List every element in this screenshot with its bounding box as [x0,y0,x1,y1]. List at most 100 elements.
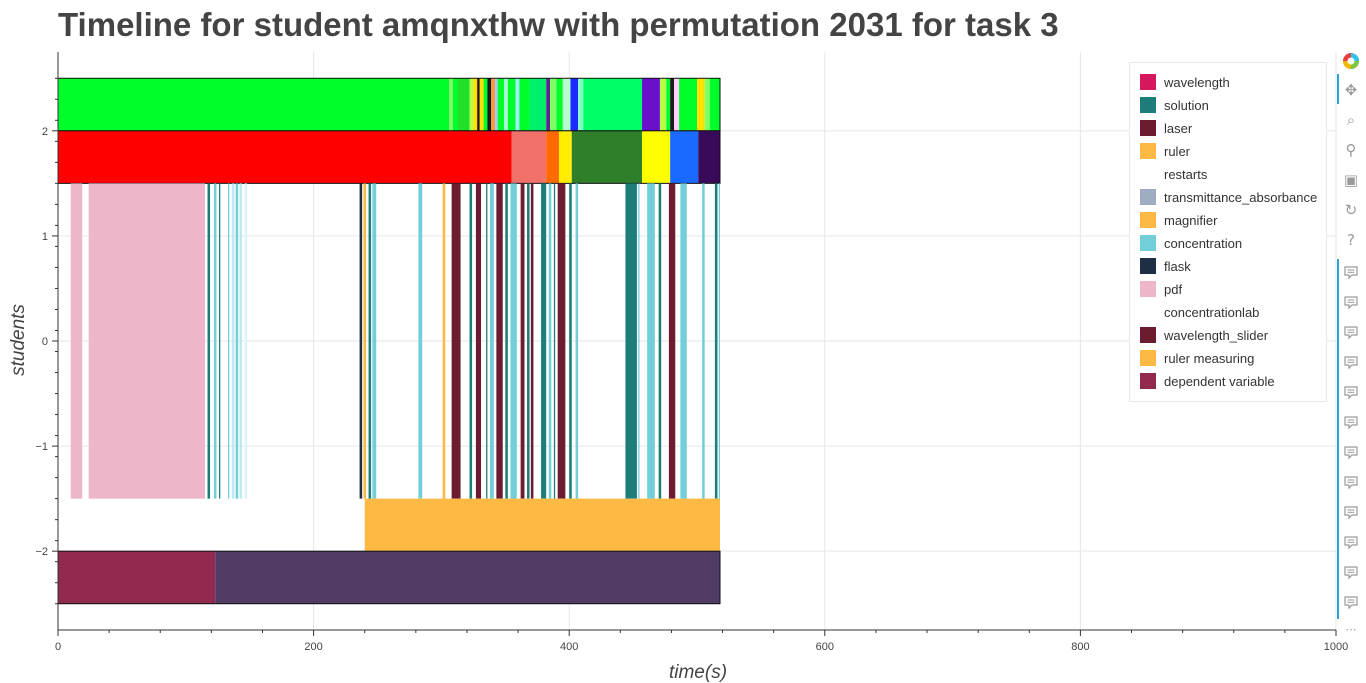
timeline-segment-r0-13 [504,78,508,131]
legend-swatch [1140,212,1156,228]
timeline-segment-r2-4 [219,183,221,499]
legend-item-concentration[interactable]: concentration [1140,233,1242,253]
hover-tool-icon[interactable] [1340,262,1362,284]
timeline-segment-r4-1 [215,551,721,604]
legend-swatch [1140,327,1156,343]
timeline-segment-r2-30 [557,183,566,499]
timeline-segment-r2-18 [475,183,482,499]
timeline-segment-r2-22 [505,183,508,499]
legend-label: restarts [1164,166,1208,182]
legend-item-pdf[interactable]: pdf [1140,279,1182,299]
legend-item-ruler[interactable]: ruler [1140,141,1190,161]
timeline-segment-r2-10 [359,183,363,499]
timeline-segment-r1-0 [58,130,512,184]
hover-tool-icon[interactable] [1340,592,1362,614]
timeline-segment-r2-2 [207,183,211,499]
chart-title: Timeline for student amqnxthw with permu… [58,6,1059,43]
legend-label: magnifier [1164,212,1218,228]
hover-tool-icon[interactable] [1340,562,1362,584]
legend-item-wavelength-slider[interactable]: wavelength_slider [1140,325,1268,345]
legend-swatch [1140,74,1156,90]
legend-item-restarts[interactable]: restarts [1140,164,1207,184]
timeline-segment-r0-30 [679,78,697,131]
box-zoom-icon[interactable]: ⌕ [1346,111,1356,129]
legend-item-ruler-measuring[interactable]: ruler measuring [1140,348,1254,368]
legend-label: pdf [1164,281,1183,297]
x-tick-label-2: 400 [560,641,578,653]
pan-icon[interactable]: ✥ [1344,81,1358,99]
y-tick-label-1: −1 [35,441,48,453]
bokeh-logo-icon[interactable] [1340,50,1362,72]
timeline-segment-r2-37 [668,183,676,499]
timeline-segment-r2-27 [541,183,547,499]
legend-label: ruler measuring [1164,350,1255,366]
timeline-segment-r2-34 [638,183,640,499]
legend-item-solution[interactable]: solution [1140,95,1209,115]
timeline-segment-r2-24 [520,183,525,499]
help-icon[interactable]: ? [1347,231,1355,249]
legend-label: transmittance_absorbance [1164,189,1318,205]
hover-tool-icon[interactable] [1340,502,1362,524]
reset-icon[interactable]: ↻ [1344,201,1358,219]
y-tick-label-3: 1 [42,231,48,243]
hover-tool-icon[interactable] [1340,292,1362,314]
legend-item-flask[interactable]: flask [1140,256,1191,276]
legend-item-wavelength[interactable]: wavelength [1140,72,1230,92]
hover-tool-icon[interactable] [1340,442,1362,464]
timeline-segment-r0-10 [491,78,496,131]
legend-label: concentrationlab [1164,304,1260,320]
timeline-segment-r2-41 [718,183,721,499]
timeline-segment-r0-0 [58,78,450,131]
timeline-segment-r2-6 [231,183,235,499]
legend-item-dependent-variable[interactable]: dependent variable [1140,371,1275,391]
more-tools-icon[interactable]: ⋯ [1345,622,1357,636]
timeline-segment-r0-31 [697,78,705,131]
timeline-segment-r2-7 [235,183,239,499]
legend-swatch [1140,373,1156,389]
timeline-segment-r1-3 [558,130,572,184]
timeline-segment-r1-1 [511,130,547,184]
timeline-segment-r2-15 [442,183,446,499]
timeline-segment-r0-20 [556,78,563,131]
timeline-segment-r0-26 [659,78,667,131]
legend-swatch [1140,350,1156,366]
legend-swatch [1140,304,1156,320]
hover-tool-icon[interactable] [1340,382,1362,404]
timeline-segment-r2-23 [510,183,517,499]
wheel-zoom-icon[interactable]: ⚲ [1345,141,1357,159]
timeline-segment-r0-28 [670,78,674,131]
timeline-segment-r2-12 [368,183,372,499]
timeline-segment-r0-18 [546,78,551,131]
timeline-segment-r2-35 [647,183,655,499]
timeline-segment-r2-38 [680,183,687,499]
legend-item-magnifier[interactable]: magnifier [1140,210,1217,230]
x-tick-label-1: 200 [304,641,322,653]
legend-item-laser[interactable]: laser [1140,118,1192,138]
y-axis-label: students [8,304,29,376]
hover-tool-icon[interactable] [1340,322,1362,344]
timeline-segment-r0-17 [529,78,547,131]
timeline-segment-r2-11 [363,183,366,499]
legend-item-concentrationlab[interactable]: concentrationlab [1140,302,1259,322]
timeline-segment-r0-25 [642,78,660,131]
legend-label: laser [1164,120,1193,136]
hover-tool-icon[interactable] [1340,472,1362,494]
timeline-segment-r0-2 [452,78,459,131]
toolbar: ✥ ⌕ ⚲ ▣ ↻? ⋯ [1336,44,1366,683]
timeline-segment-r1-5 [642,130,671,184]
legend-label: dependent variable [1164,373,1275,389]
legend-swatch [1140,258,1156,274]
legend-item-transmittance-absorbance[interactable]: transmittance_absorbance [1140,187,1317,207]
y-tick-label-2: 0 [42,336,48,348]
x-tick-label-0: 0 [55,641,61,653]
timeline-segment-r2-14 [418,183,423,499]
timeline-segment-r0-6 [477,78,480,131]
hover-tool-icon[interactable] [1340,352,1362,374]
timeline-segment-r3-0 [364,498,721,552]
hover-tool-icon[interactable] [1340,412,1362,434]
legend-label: wavelength_slider [1164,327,1269,343]
save-icon[interactable]: ▣ [1343,171,1359,189]
hover-tool-icon[interactable] [1340,532,1362,554]
timeline-segment-r0-15 [515,78,520,131]
